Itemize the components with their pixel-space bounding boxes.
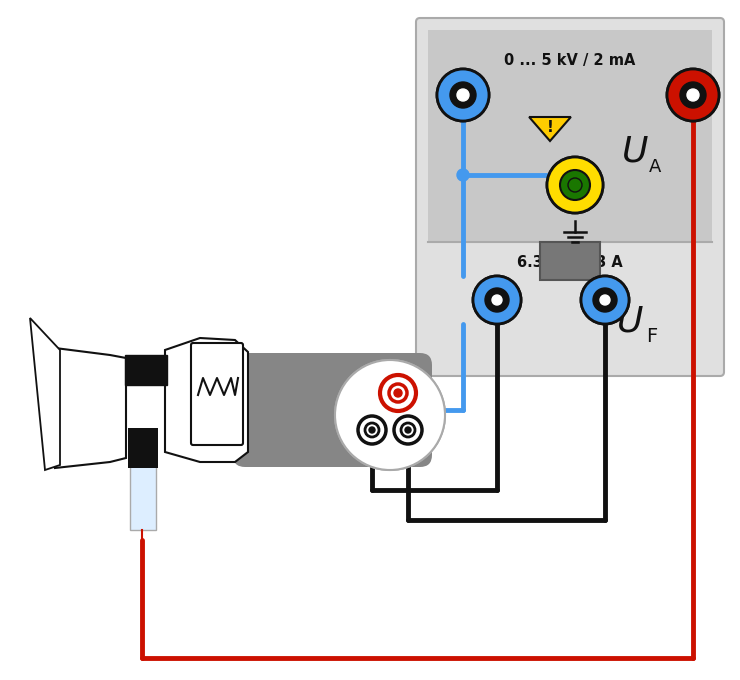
Circle shape xyxy=(581,276,629,324)
Bar xyxy=(540,242,600,280)
Circle shape xyxy=(405,427,411,433)
Circle shape xyxy=(394,416,422,444)
FancyBboxPatch shape xyxy=(191,343,243,445)
Circle shape xyxy=(437,69,489,121)
Bar xyxy=(130,430,156,530)
Circle shape xyxy=(450,82,476,108)
Circle shape xyxy=(358,416,386,444)
Circle shape xyxy=(457,89,469,101)
Circle shape xyxy=(365,423,379,437)
Circle shape xyxy=(547,157,603,213)
Text: A: A xyxy=(649,158,661,176)
Circle shape xyxy=(380,375,416,411)
Bar xyxy=(428,30,712,242)
Bar xyxy=(128,428,158,468)
Circle shape xyxy=(687,89,699,101)
Circle shape xyxy=(457,89,469,101)
Circle shape xyxy=(667,69,719,121)
Text: 0 ... 5 kV / 2 mA: 0 ... 5 kV / 2 mA xyxy=(505,52,636,67)
Text: !: ! xyxy=(547,120,554,135)
Polygon shape xyxy=(529,117,571,141)
Circle shape xyxy=(485,288,509,312)
Circle shape xyxy=(680,82,706,108)
Circle shape xyxy=(380,375,416,411)
Circle shape xyxy=(389,384,407,402)
Circle shape xyxy=(492,295,502,305)
FancyBboxPatch shape xyxy=(233,353,432,467)
Circle shape xyxy=(405,427,411,433)
Circle shape xyxy=(473,276,521,324)
Circle shape xyxy=(389,384,407,402)
Circle shape xyxy=(568,178,582,192)
Circle shape xyxy=(335,360,445,470)
Circle shape xyxy=(473,276,521,324)
Circle shape xyxy=(401,423,415,437)
Circle shape xyxy=(560,170,590,200)
Text: 6.3 VAC / 3 A: 6.3 VAC / 3 A xyxy=(517,254,623,269)
Circle shape xyxy=(547,157,603,213)
FancyBboxPatch shape xyxy=(416,18,724,376)
Polygon shape xyxy=(30,318,60,470)
Circle shape xyxy=(593,288,617,312)
Polygon shape xyxy=(165,338,248,462)
Text: $\mathit{U}$: $\mathit{U}$ xyxy=(621,135,649,169)
Circle shape xyxy=(687,89,699,101)
Circle shape xyxy=(369,427,375,433)
Circle shape xyxy=(457,169,469,181)
Circle shape xyxy=(600,295,610,305)
Circle shape xyxy=(485,288,509,312)
Circle shape xyxy=(492,295,502,305)
Circle shape xyxy=(450,82,476,108)
Circle shape xyxy=(667,69,719,121)
Text: $\mathit{U}$: $\mathit{U}$ xyxy=(616,305,644,339)
Circle shape xyxy=(401,423,415,437)
Text: F: F xyxy=(646,328,658,347)
Circle shape xyxy=(600,295,610,305)
Circle shape xyxy=(394,389,402,397)
Circle shape xyxy=(394,416,422,444)
Circle shape xyxy=(581,276,629,324)
Circle shape xyxy=(394,389,402,397)
Circle shape xyxy=(358,416,386,444)
Circle shape xyxy=(365,423,379,437)
Circle shape xyxy=(680,82,706,108)
Circle shape xyxy=(568,178,582,192)
Polygon shape xyxy=(55,348,126,468)
Circle shape xyxy=(335,360,445,470)
Circle shape xyxy=(369,427,375,433)
Bar xyxy=(125,355,167,385)
Circle shape xyxy=(593,288,617,312)
Circle shape xyxy=(437,69,489,121)
Circle shape xyxy=(560,170,590,200)
